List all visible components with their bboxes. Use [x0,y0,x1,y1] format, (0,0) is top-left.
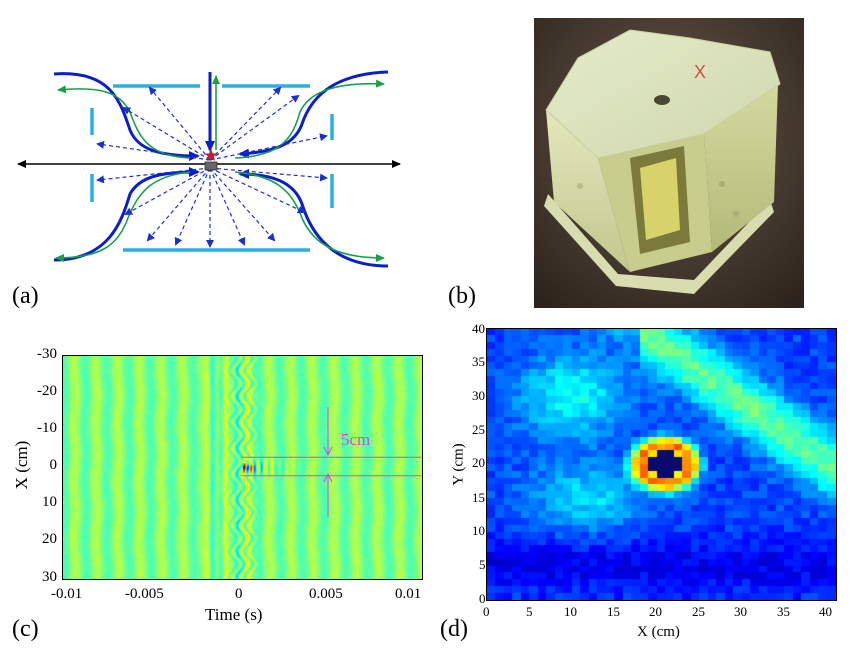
panel-label-b: (b) [448,283,476,309]
chart-d-xtick: 40 [819,604,832,619]
chart-c-ytick: 20 [42,531,57,547]
chart-c-xtick: 0.005 [309,586,343,602]
sensor-block [204,161,218,171]
chart-c-ytick: 30 [42,569,57,585]
chart-d-ytick: 35 [472,354,485,369]
chart-c-annotation [241,407,421,517]
cyan-plates [90,84,334,252]
chart-d-ytick: 20 [472,455,485,470]
chart-c-xtick: -0.005 [125,586,164,602]
chart-d-ytick: 25 [472,422,485,437]
chart-d-xtick: 20 [649,604,662,619]
chart-d-xtick: 15 [607,604,620,619]
photo-marking: X [694,62,706,82]
chart-d-ytick: 40 [472,321,485,336]
field-lines [53,70,389,268]
chart-d-xtick: 5 [526,604,533,619]
chart-d-ytick: 10 [472,523,485,538]
chart-c-ytick: -30 [37,346,57,362]
panel-label-d: (d) [440,616,468,642]
chart-d-ylabel: Y (cm) [450,443,467,486]
chart-d-ytick: 5 [479,557,486,572]
chart-c-ylabel: X (cm) [12,440,31,490]
device-top [545,29,781,159]
chart-c-xlabel: Time (s) [205,605,263,624]
chart-c-xtick: 0.01 [395,586,422,602]
chart-d-xlabel: X (cm) [637,624,680,640]
chart-d-xtick: 35 [777,604,790,619]
chart-c-canvas [63,356,422,579]
device-photo: X [534,18,804,308]
chart-d-xtick: 0 [483,604,490,619]
chart-d-ytick: 15 [472,490,485,505]
chart-c-ytick: 10 [42,494,57,510]
star-icon [204,149,218,161]
chart-c-ytick: 0 [49,457,58,473]
chart-d-frame [486,328,837,601]
chart-c-annotation-label: 5cm [341,430,371,449]
chart-d-xtick: 25 [692,604,705,619]
chart-d-xtick: 30 [734,604,747,619]
chart-d-ytick: 0 [479,591,486,606]
chart-c-xtick: 0 [235,586,243,602]
chart-d-ytick: 30 [472,388,485,403]
chart-c-xtick: -0.01 [51,586,83,602]
dashed-arrows [96,86,328,248]
chart-d-canvas [487,329,836,600]
chart-c-frame [62,355,423,580]
chart-c-ytick: -10 [37,420,57,436]
green-lines [55,75,385,262]
chart-c-ytick: -20 [37,383,57,399]
top-hole [654,95,670,105]
field-diagram [17,70,401,268]
chart-d-xtick: 10 [564,604,577,619]
panel-label-c: (c) [12,616,39,642]
panel-label-a: (a) [12,283,39,309]
